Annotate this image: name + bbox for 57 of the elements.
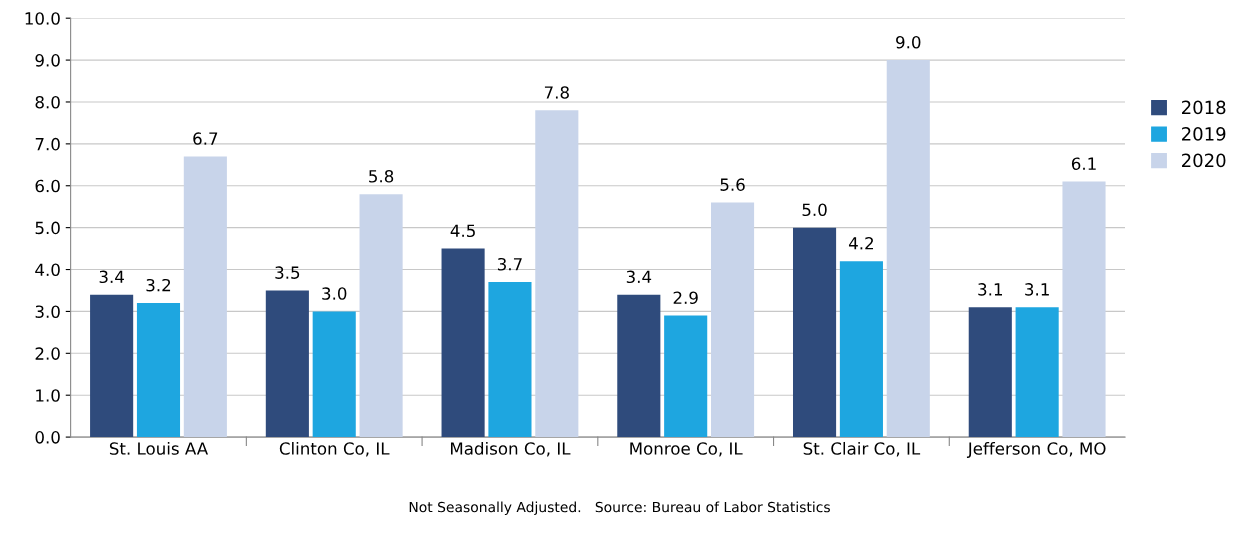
y-tick-label: 4.0 [35, 263, 60, 277]
text: 3.1 [978, 283, 1002, 296]
text: 4.2 [848, 236, 873, 250]
bar [312, 311, 356, 438]
text: 3.1 [1025, 283, 1049, 296]
y-tick-label: 2.0 [35, 347, 60, 360]
y-tick-label: 1.0 [36, 389, 60, 402]
text: 4.5 [450, 224, 475, 238]
bar [968, 307, 1012, 438]
text: 3.4 [626, 270, 652, 284]
bar [359, 194, 403, 438]
text: 3.4 [99, 270, 124, 284]
x-tick-label: St. Louis AA [109, 441, 209, 455]
bar [1062, 181, 1106, 438]
text: 9.0 [896, 35, 921, 49]
bar [136, 303, 181, 438]
text: 6.7 [193, 132, 218, 145]
bar [710, 202, 755, 438]
y-tick-label: 6.0 [35, 179, 60, 193]
y-tick-label: 10.0 [25, 12, 60, 25]
bar [265, 290, 309, 438]
text: 5.8 [369, 169, 394, 183]
y-tick-label: 9.0 [35, 54, 60, 67]
y-tick-label: 5.0 [35, 221, 60, 235]
legend-label: 2019 [1182, 127, 1226, 141]
text: 3.5 [275, 266, 300, 279]
text: 6.1 [1071, 157, 1096, 170]
text: 3.2 [146, 278, 171, 292]
legend-label: 2020 [1182, 153, 1226, 168]
text: 5.0 [802, 203, 827, 217]
bar [90, 294, 134, 438]
x-tick-label: St. Clair Co, IL [803, 441, 921, 457]
x-tick-label: Jefferson Co, MO [966, 441, 1106, 458]
text: 3.7 [497, 257, 522, 271]
y-tick-label: 3.0 [35, 305, 60, 318]
text: 7.8 [544, 86, 569, 99]
bar [793, 227, 837, 438]
y-tick-label: 8.0 [35, 95, 60, 109]
y-tick-label: 7.0 [35, 137, 60, 151]
bar [839, 261, 883, 438]
text: 2.9 [673, 291, 698, 305]
text: 5.6 [720, 178, 745, 191]
x-tick-label: Monroe Co, IL [630, 442, 743, 457]
bar [886, 60, 930, 438]
bar [441, 248, 485, 438]
bar [535, 110, 579, 438]
bar [664, 315, 708, 438]
bar [1015, 307, 1059, 438]
text: 3.0 [322, 287, 347, 300]
legend-label: 2018 [1182, 100, 1226, 115]
x-tick-label: Clinton Co, IL [279, 441, 390, 457]
y-tick-label: 0.0 [35, 431, 60, 444]
bar [183, 156, 227, 438]
bar [488, 282, 532, 438]
bar [617, 294, 661, 438]
x-tick-label: Madison Co, IL [451, 441, 571, 457]
text: Not Seasonally Adjusted. Source: Bureau of Labor Statistics [409, 501, 830, 515]
